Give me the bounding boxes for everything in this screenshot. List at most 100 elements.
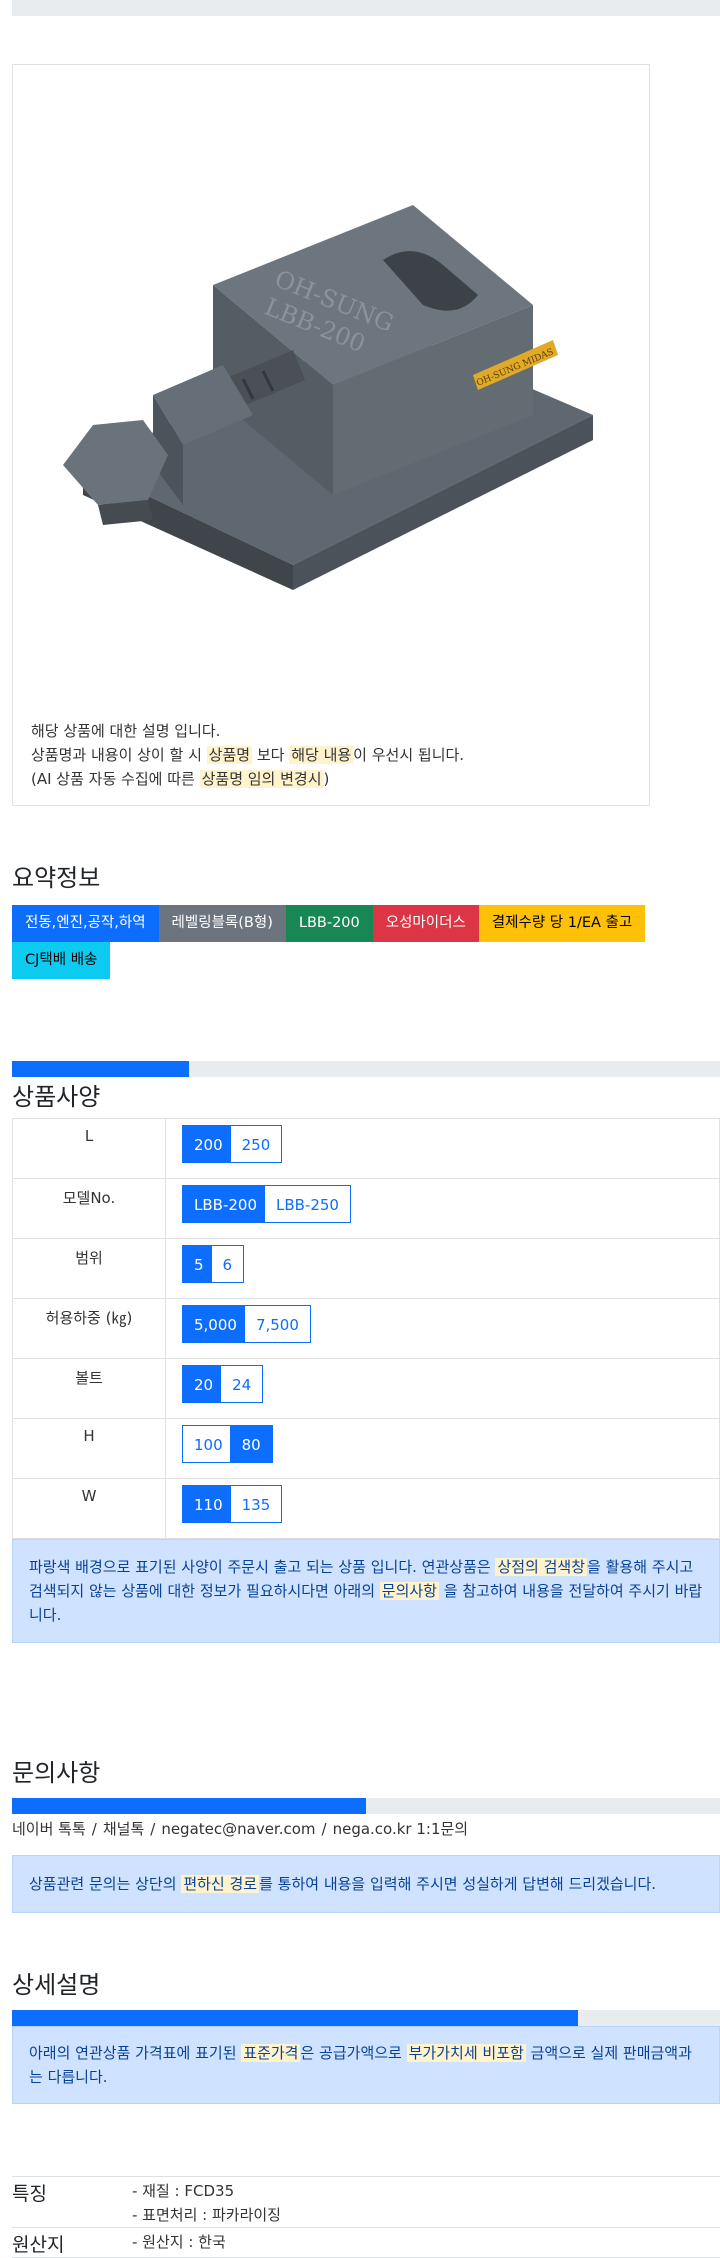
note-text: ) bbox=[323, 770, 330, 788]
summary-title: 요약정보 bbox=[12, 864, 101, 892]
spec-option-button[interactable]: 80 bbox=[229, 1425, 273, 1463]
detail-progress-fill bbox=[12, 2010, 579, 2026]
spec-progress-fill bbox=[12, 1061, 189, 1077]
feature-value: - 표면처리 : 파카라이징 bbox=[132, 2206, 281, 2224]
spec-row: 범위 5 6 bbox=[12, 1238, 720, 1299]
spec-option-button[interactable]: 20 bbox=[182, 1365, 226, 1403]
badge-model: LBB-200 bbox=[285, 905, 373, 942]
spec-option-button[interactable]: LBB-200 bbox=[182, 1185, 269, 1223]
feature-values: - 재질 : FCD35 - 표면처리 : 파카라이징 bbox=[132, 2177, 281, 2227]
alert-text: 아래의 연관상품 가격표에 표기된 bbox=[29, 2044, 242, 2062]
contact-channel-talk[interactable]: 채널톡 bbox=[102, 1820, 145, 1838]
highlight-name-change: 상품명 임의 변경시 bbox=[199, 770, 324, 788]
contact-separator: / bbox=[321, 1820, 327, 1838]
spec-label: 허용하중 (㎏) bbox=[12, 1298, 166, 1359]
spec-option-button[interactable]: 250 bbox=[229, 1125, 283, 1163]
spec-option-button[interactable]: 200 bbox=[182, 1125, 235, 1163]
spec-options: 20 24 bbox=[165, 1358, 720, 1419]
spec-progress-bar bbox=[12, 1061, 720, 1077]
product-image: OH-SUNG MIDAS OH-SUNG LBB-200 bbox=[63, 205, 593, 590]
spec-label: H bbox=[12, 1418, 166, 1479]
spec-options: 100 80 bbox=[165, 1418, 720, 1479]
spec-option-button[interactable]: 100 bbox=[182, 1425, 235, 1463]
highlight-inquiry: 문의사항 bbox=[379, 1582, 439, 1600]
spec-option-button[interactable]: 6 bbox=[210, 1245, 245, 1283]
spec-option-button[interactable]: 24 bbox=[220, 1365, 264, 1403]
spec-option-button[interactable]: 110 bbox=[182, 1485, 235, 1523]
inquiry-title: 문의사항 bbox=[12, 1759, 101, 1787]
features-table: 특징 - 재질 : FCD35 - 표면처리 : 파카라이징 원산지 - 원산지… bbox=[12, 2176, 720, 2258]
spec-row: 허용하중 (㎏) 5,000 7,500 bbox=[12, 1298, 720, 1359]
spec-info-alert: 파랑색 배경으로 표기된 사양이 주문시 출고 되는 상품 입니다. 연관상품은… bbox=[12, 1539, 720, 1643]
highlight-product-name: 상품명 bbox=[206, 746, 253, 764]
alert-text: 을 참고하여 내용을 전달하여 주시기 바랍니다. bbox=[29, 1582, 703, 1624]
spec-row: 모델No. LBB-200 LBB-250 bbox=[12, 1178, 720, 1239]
feature-value: - 원산지 : 한국 bbox=[132, 2233, 226, 2251]
note-text: (AI 상품 자동 수집에 따른 bbox=[31, 770, 200, 788]
spec-option-button[interactable]: LBB-250 bbox=[263, 1185, 351, 1223]
highlight-search: 상점의 검색창 bbox=[495, 1558, 588, 1576]
note-line-2: 상품명과 내용이 상이 할 시 상품명 보다 해당 내용 이 우선시 됩니다. bbox=[31, 743, 464, 767]
spec-options: 110 135 bbox=[165, 1478, 720, 1539]
alert-text: 을 활용해 주시고 검색되지 않는 상품에 대한 정보가 필요하시다면 아래의 bbox=[29, 1558, 694, 1600]
feature-key: 원산지 bbox=[12, 2234, 65, 2256]
inquiry-alert: 상품관련 문의는 상단의 편하신 경로 를 통하여 내용을 입력해 주시면 성실하… bbox=[12, 1855, 720, 1913]
detail-progress-bar bbox=[12, 2010, 720, 2026]
spec-row: 볼트 20 24 bbox=[12, 1358, 720, 1419]
badge-brand: 오성마이더스 bbox=[372, 905, 479, 942]
highlight-vat-excluded: 부가가치세 비포함 bbox=[406, 2044, 526, 2062]
spec-options: LBB-200 LBB-250 bbox=[165, 1178, 720, 1239]
detail-alert: 아래의 연관상품 가격표에 표기된 표준가격 은 공급가액으로 부가가치세 비포함… bbox=[12, 2026, 720, 2104]
spec-options: 200 250 bbox=[165, 1118, 720, 1179]
contact-naver-talk[interactable]: 네이버 톡톡 bbox=[12, 1820, 86, 1838]
inquiry-progress-fill bbox=[12, 1798, 366, 1814]
feature-row-origin: 원산지 - 원산지 : 한국 bbox=[12, 2228, 720, 2258]
alert-text: 은 공급가액으로 bbox=[300, 2044, 407, 2062]
contact-links: 네이버 톡톡 / 채널톡 / negatec@naver.com / nega.co.kr … bbox=[12, 1818, 720, 1839]
spec-option-button[interactable]: 5,000 bbox=[182, 1305, 249, 1343]
spec-option-button[interactable]: 135 bbox=[229, 1485, 283, 1523]
note-text: 보다 bbox=[252, 746, 290, 764]
feature-value: - 재질 : FCD35 bbox=[132, 2182, 235, 2200]
spec-option-button[interactable]: 7,500 bbox=[243, 1305, 311, 1343]
spec-row: W 110 135 bbox=[12, 1478, 720, 1539]
spec-table: L 200 250 모델No. LBB-200 LBB-250 범위 5 6 허용하중 (㎏) 5,… bbox=[12, 1118, 720, 1539]
spec-options: 5,000 7,500 bbox=[165, 1298, 720, 1359]
highlight-content: 해당 내용 bbox=[289, 746, 354, 764]
badge-quantity: 결제수량 당 1/EA 출고 bbox=[478, 905, 646, 942]
badge-shipping: CJ택배 배송 bbox=[12, 942, 111, 979]
note-line-1: 해당 상품에 대한 설명 입니다. bbox=[31, 722, 221, 740]
alert-text: 파랑색 배경으로 표기된 사양이 주문시 출고 되는 상품 입니다. 연관상품은 bbox=[29, 1558, 496, 1576]
alert-text: 상품관련 문의는 상단의 bbox=[29, 1875, 182, 1893]
feature-key: 특징 bbox=[12, 2183, 47, 2205]
note-line-3: (AI 상품 자동 수집에 따른 상품명 임의 변경시) bbox=[31, 767, 464, 791]
spec-label: 볼트 bbox=[12, 1358, 166, 1419]
spec-row: L 200 250 bbox=[12, 1118, 720, 1179]
spec-label: 모델No. bbox=[12, 1178, 166, 1239]
detail-title: 상세설명 bbox=[12, 1971, 101, 1999]
highlight-route: 편하신 경로 bbox=[181, 1875, 260, 1893]
product-image-box: OH-SUNG MIDAS OH-SUNG LBB-200 해당 상품에 대한 … bbox=[12, 64, 650, 806]
spec-title: 상품사양 bbox=[12, 1083, 101, 1111]
feature-values: - 원산지 : 한국 bbox=[132, 2228, 226, 2257]
summary-badges: 전동,엔진,공작,하역 레벨링블록(B형) LBB-200 오성마이더스 결제수… bbox=[12, 905, 720, 979]
contact-separator: / bbox=[91, 1820, 97, 1838]
contact-separator: / bbox=[150, 1820, 156, 1838]
feature-row-characteristics: 특징 - 재질 : FCD35 - 표면처리 : 파카라이징 bbox=[12, 2177, 720, 2228]
spec-label: 범위 bbox=[12, 1238, 166, 1299]
spec-row: H 100 80 bbox=[12, 1418, 720, 1479]
inquiry-progress-bar bbox=[12, 1798, 720, 1814]
contact-site-inquiry[interactable]: nega.co.kr 1:1문의 bbox=[332, 1820, 469, 1838]
spec-label: L bbox=[12, 1118, 166, 1179]
contact-email[interactable]: negatec@naver.com bbox=[161, 1820, 316, 1838]
note-text: 이 우선시 됩니다. bbox=[353, 746, 465, 764]
badge-category: 전동,엔진,공작,하역 bbox=[12, 905, 159, 942]
spec-label: W bbox=[12, 1478, 166, 1539]
product-description-note: 해당 상품에 대한 설명 입니다. 상품명과 내용이 상이 할 시 상품명 보다… bbox=[31, 719, 464, 791]
top-progress-bar bbox=[12, 0, 720, 16]
alert-text: 를 통하여 내용을 입력해 주시면 성실하게 답변해 드리겠습니다. bbox=[259, 1875, 657, 1893]
highlight-standard-price: 표준가격 bbox=[241, 2044, 301, 2062]
badge-type: 레벨링블록(B형) bbox=[158, 905, 286, 942]
note-text: 상품명과 내용이 상이 할 시 bbox=[31, 746, 207, 764]
